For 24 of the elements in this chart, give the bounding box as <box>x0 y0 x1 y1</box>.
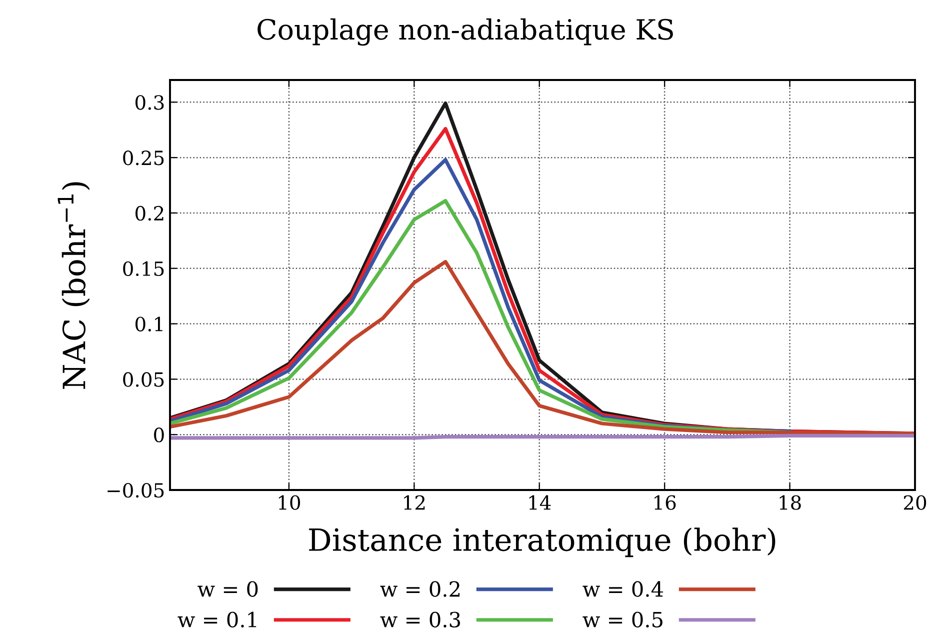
y-tick-label: 0 <box>154 428 164 442</box>
y-tick-label: 0.3 <box>136 95 164 110</box>
y-tick-label: 0.15 <box>123 261 164 276</box>
y-tick-label: 0.25 <box>123 150 164 166</box>
y-tick-label: 0.05 <box>123 372 164 387</box>
legend-label: w = 0.2 <box>380 581 460 597</box>
legend-label: w = 0.5 <box>582 612 662 628</box>
x-tick-label: 16 <box>654 495 676 510</box>
x-tick-label: 20 <box>904 495 926 510</box>
legend-label: w = 0 <box>198 581 258 597</box>
x-tick-label: 18 <box>780 495 801 510</box>
x-axis-title: Distance interatomique (bohr) <box>309 528 776 558</box>
chart-title: Couplage non-adiabatique KS <box>258 18 673 46</box>
y-tick-label: 0.1 <box>136 316 162 332</box>
x-tick-label: 10 <box>278 495 300 510</box>
x-tick-label: 12 <box>404 495 425 510</box>
legend-label: w = 0.1 <box>178 612 256 628</box>
line-series <box>170 260 915 436</box>
y-tick-label: −0.05 <box>108 482 164 498</box>
y-tick-label: 0.2 <box>136 206 164 221</box>
legend-label: w = 0.3 <box>380 612 460 628</box>
y-axis-title: NAC (bohr$^{−1}$) <box>58 182 90 389</box>
x-tick-label: 14 <box>529 495 551 510</box>
legend-label: w = 0.4 <box>582 581 663 597</box>
